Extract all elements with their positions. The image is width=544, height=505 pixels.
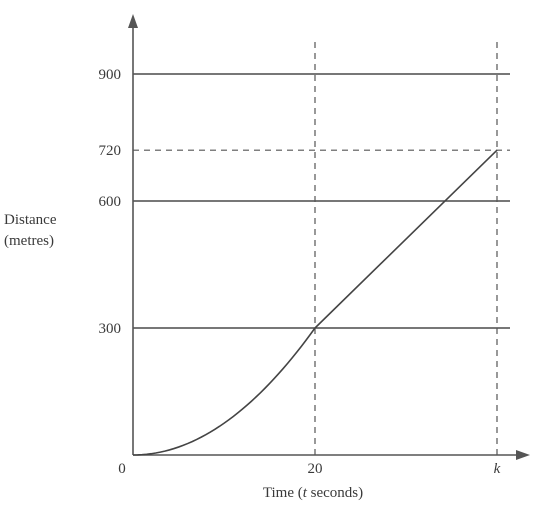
y-tick-label-600: 600 (99, 194, 122, 210)
x-axis-label-part-0: Time ( (263, 485, 303, 501)
y-tick-label-300: 300 (99, 321, 122, 337)
x-tick-label-0: 0 (118, 461, 126, 477)
y-axis-label-line-2: (metres) (4, 233, 54, 249)
grid-layer (133, 42, 510, 455)
labels-layer: 300 600 720 900 0 20 k Distance (metres) Time (t … (4, 67, 501, 501)
x-axis-arrow (516, 450, 530, 460)
x-axis-label: Time (t seconds) (263, 485, 363, 501)
x-axis-label-part-1: t (303, 485, 308, 501)
x-axis-label-part-2: seconds) (307, 485, 363, 501)
y-axis-label-line-1: Distance (4, 212, 57, 228)
y-axis-arrow (128, 14, 138, 28)
y-tick-label-720: 720 (99, 143, 122, 159)
x-tick-label-k: k (494, 461, 501, 477)
series-0-segment-linear (314, 149, 498, 329)
x-tick-label-20: 20 (308, 461, 323, 477)
axes-layer (128, 14, 530, 460)
series-0-segment-quadratic (132, 327, 316, 456)
y-tick-label-900: 900 (99, 67, 122, 83)
series-layer (132, 149, 498, 456)
